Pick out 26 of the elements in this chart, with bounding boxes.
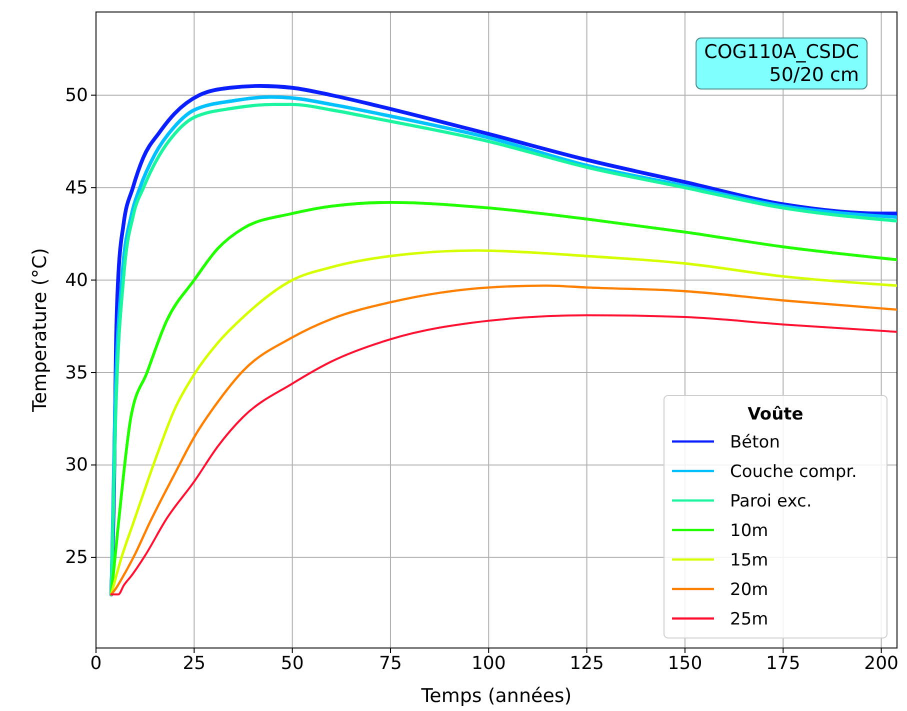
x-tick-label: 100 <box>471 652 506 674</box>
x-tick-label: 125 <box>570 652 604 674</box>
y-axis-title: Temperature (°C) <box>29 248 51 413</box>
legend-label: 10m <box>730 521 768 541</box>
x-tick-label: 0 <box>90 652 102 674</box>
legend-label: Béton <box>730 432 780 452</box>
y-tick-label: 45 <box>65 177 88 198</box>
x-tick-label: 175 <box>766 652 800 674</box>
x-tick-label: 25 <box>182 652 206 674</box>
y-tick-label: 50 <box>65 84 88 106</box>
legend-label: Couche compr. <box>730 462 857 482</box>
legend-title: Voûte <box>748 404 804 424</box>
legend-label: 25m <box>730 610 768 630</box>
legend-label: 15m <box>730 550 768 570</box>
x-tick-label: 50 <box>280 652 304 674</box>
y-tick-label: 25 <box>65 547 88 568</box>
x-axis-title: Temps (années) <box>420 685 572 707</box>
y-tick-label: 30 <box>65 454 88 476</box>
x-tick-label: 75 <box>379 652 402 674</box>
x-tick-label: 200 <box>864 652 898 674</box>
y-tick-label: 35 <box>65 362 88 384</box>
legend-label: 20m <box>730 580 768 600</box>
legend-label: Paroi exc. <box>730 492 812 512</box>
annotation: COG110A_CSDC 50/20 cm <box>704 41 859 86</box>
x-tick-label: 150 <box>668 652 702 674</box>
y-tick-label: 40 <box>65 270 88 291</box>
